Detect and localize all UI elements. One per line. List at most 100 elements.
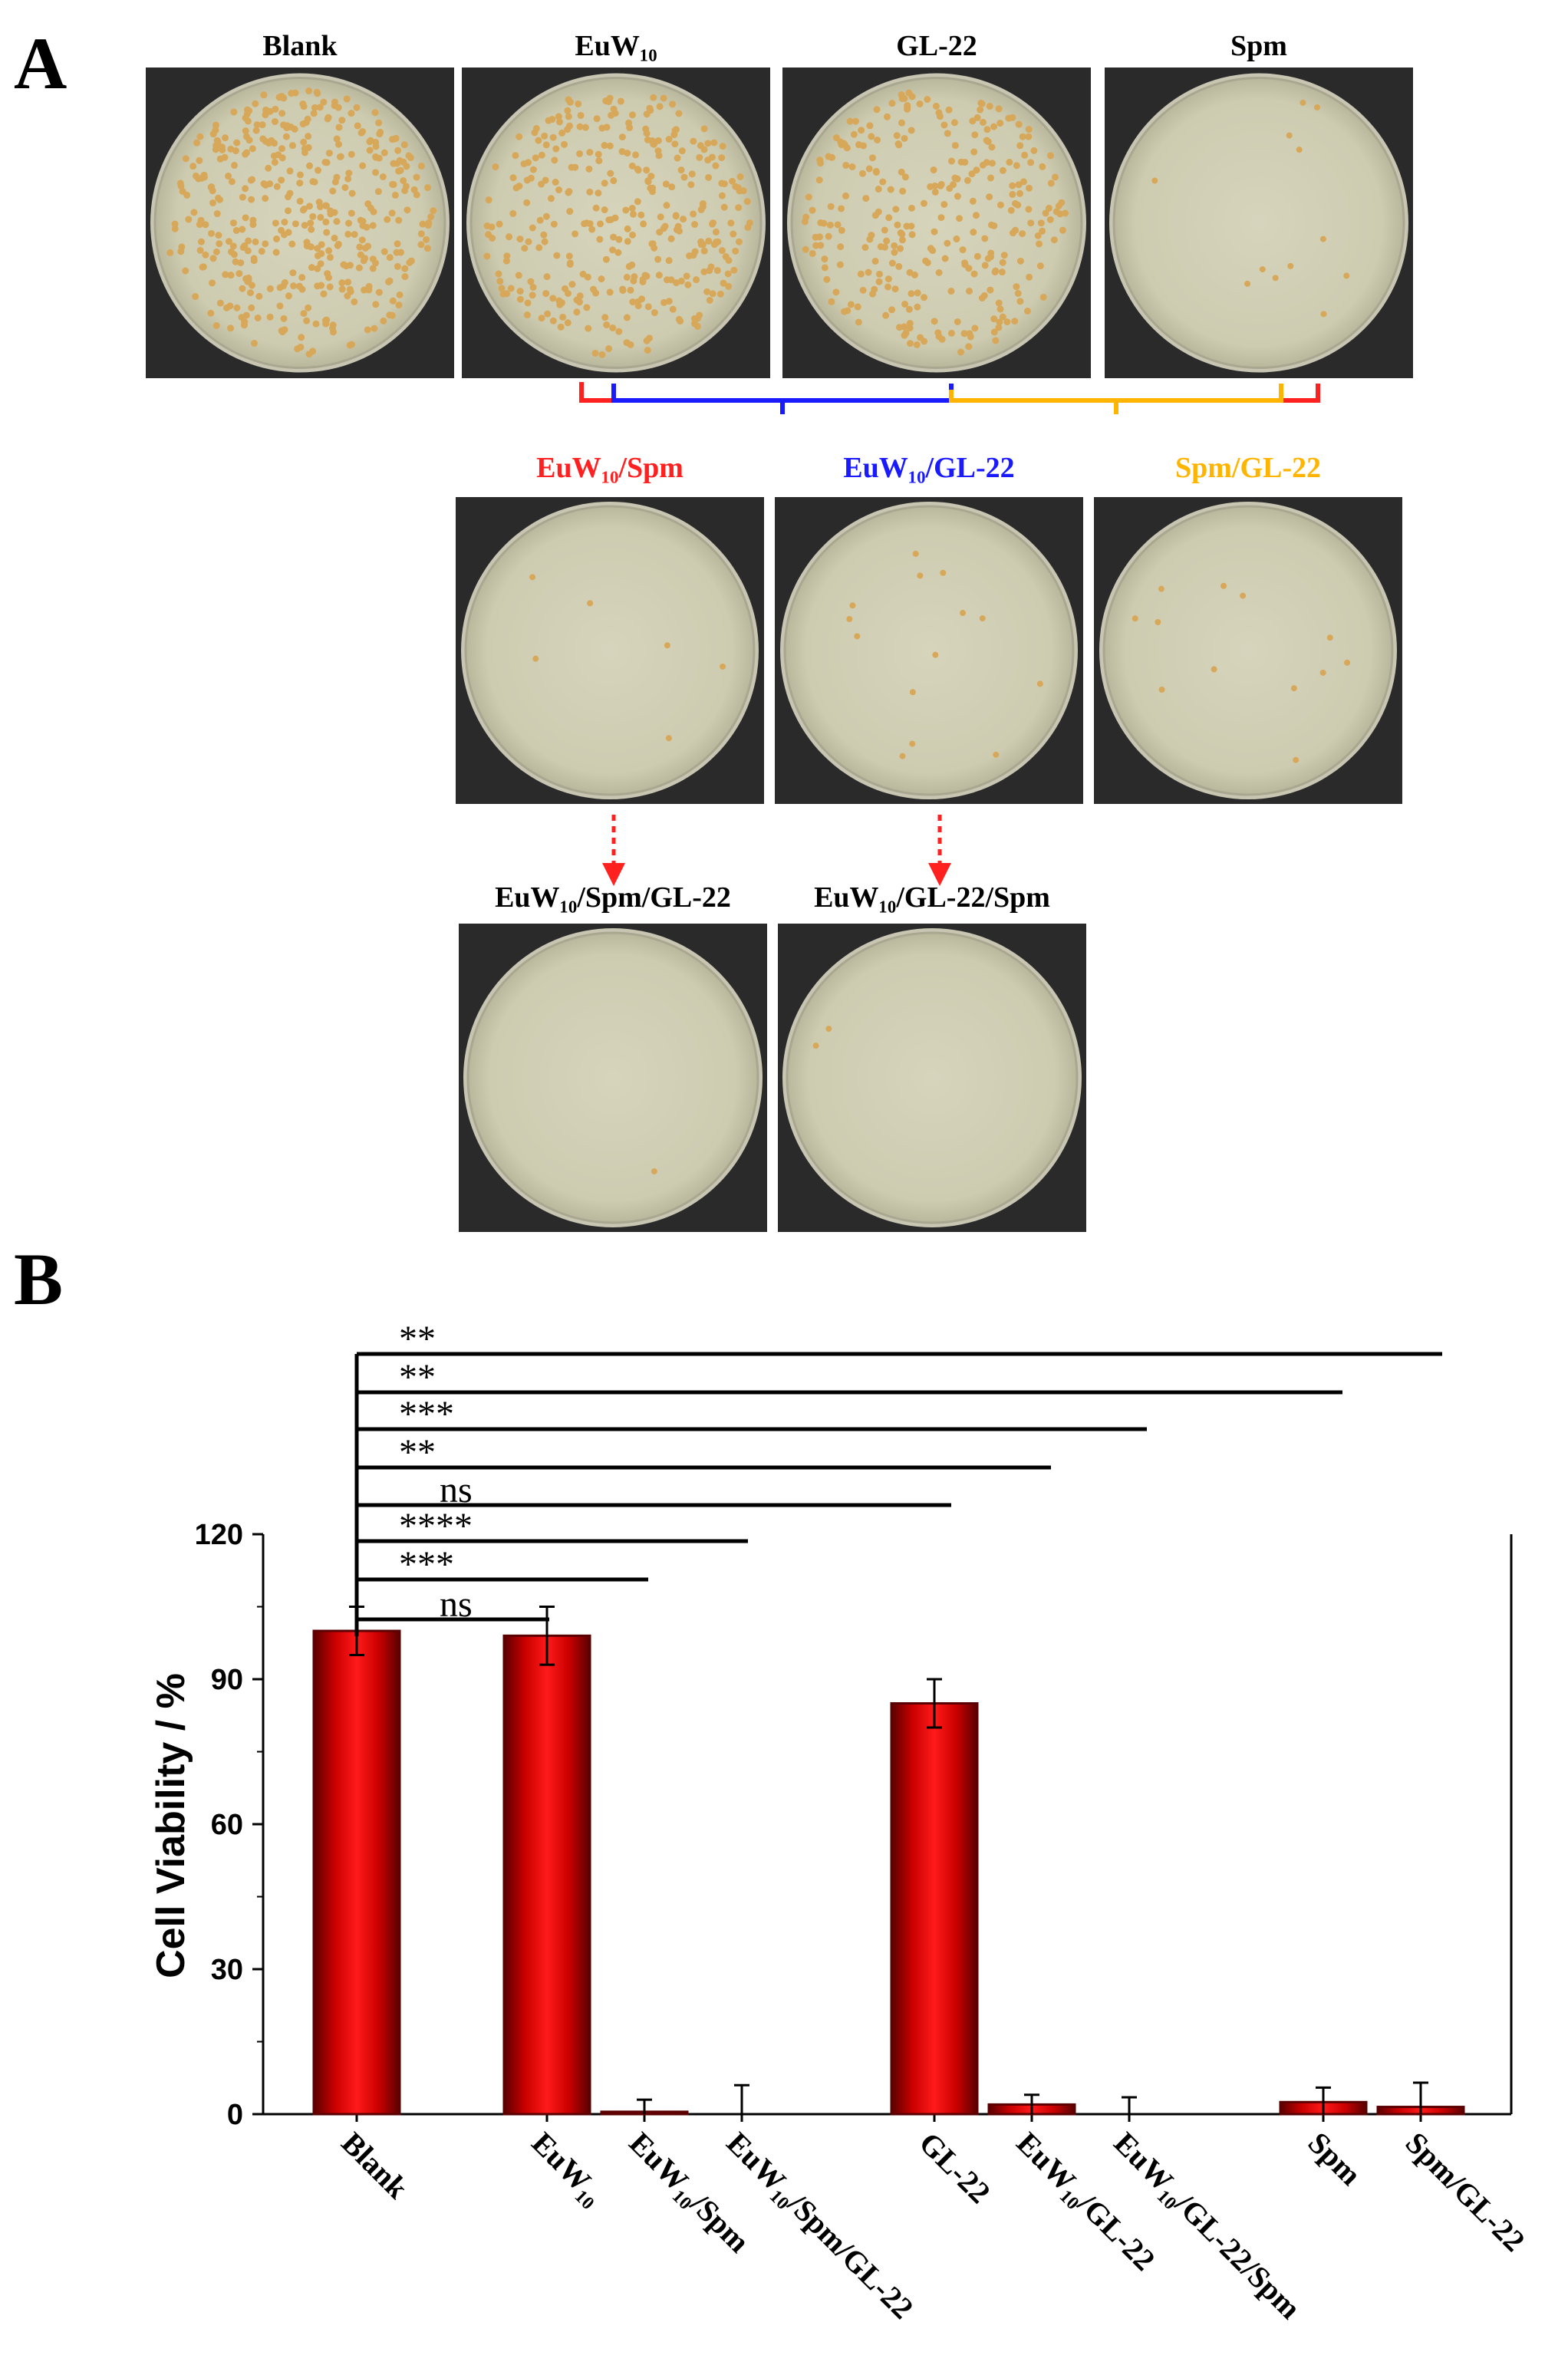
colony <box>282 133 290 140</box>
colony <box>981 262 989 269</box>
colony <box>888 100 896 107</box>
panel-a-letter: A <box>14 22 67 104</box>
colony <box>516 288 524 295</box>
colony <box>344 278 352 286</box>
colony <box>1059 226 1066 234</box>
colony <box>222 304 230 311</box>
colony <box>305 133 312 140</box>
colony <box>913 341 921 348</box>
colony <box>364 242 372 250</box>
colony <box>171 225 179 232</box>
colony <box>815 233 823 241</box>
colony <box>996 305 1004 313</box>
colony <box>344 175 352 183</box>
colony <box>302 119 310 127</box>
colony <box>601 180 608 187</box>
colony <box>930 166 937 174</box>
colony <box>498 285 506 292</box>
colony <box>1151 177 1158 184</box>
colony <box>846 616 853 623</box>
colony <box>516 295 524 303</box>
colony <box>1003 318 1011 326</box>
colony <box>218 143 226 151</box>
colony <box>496 220 503 228</box>
colony <box>661 222 669 230</box>
colony <box>527 278 535 285</box>
colony <box>1015 181 1023 189</box>
colony <box>1158 687 1165 693</box>
colony <box>278 92 285 100</box>
colony <box>286 167 294 175</box>
colony <box>212 121 219 129</box>
colony <box>483 252 491 260</box>
colony <box>239 193 246 201</box>
colony <box>713 267 721 275</box>
colony <box>424 222 432 229</box>
colony <box>931 318 938 325</box>
colony <box>908 204 915 212</box>
colony <box>615 328 623 335</box>
colony <box>239 226 246 233</box>
colony <box>628 204 636 212</box>
agar-surface <box>466 931 759 1224</box>
colony <box>987 286 994 294</box>
colony <box>931 228 938 236</box>
colony <box>288 240 296 248</box>
colony <box>595 157 603 165</box>
colony <box>1016 298 1024 305</box>
colony <box>516 133 523 140</box>
colony <box>325 247 333 255</box>
colony <box>700 146 708 153</box>
colony <box>914 289 921 297</box>
colony <box>1036 262 1044 270</box>
colony <box>901 323 908 331</box>
colony <box>809 249 816 257</box>
colony <box>1007 206 1015 214</box>
colony <box>177 248 185 255</box>
colony <box>299 206 307 214</box>
colony <box>395 216 403 224</box>
colony <box>832 134 840 142</box>
colony <box>1034 232 1042 239</box>
colony <box>690 137 697 145</box>
colony <box>325 150 333 157</box>
colony <box>601 206 608 214</box>
colony <box>331 178 339 186</box>
colony <box>736 173 744 180</box>
colony <box>705 237 713 245</box>
colony <box>380 317 387 324</box>
colony <box>538 180 545 188</box>
colony <box>253 121 261 129</box>
colony <box>868 133 875 140</box>
colony <box>629 210 637 218</box>
significance-label: ** <box>399 1319 436 1359</box>
colony <box>603 124 611 131</box>
colony <box>968 170 976 178</box>
colony <box>920 199 927 207</box>
colony <box>334 242 341 249</box>
colony <box>529 292 536 299</box>
plate-row2-1 <box>775 497 1083 804</box>
colony <box>258 248 265 255</box>
colony <box>875 208 882 216</box>
colony <box>690 252 697 259</box>
colony <box>266 313 274 321</box>
colony <box>979 161 987 169</box>
colony <box>1019 133 1026 140</box>
significance-label: **** <box>399 1506 473 1546</box>
agar-surface <box>469 77 763 369</box>
colony <box>369 222 377 229</box>
colony <box>359 127 367 135</box>
colony <box>611 214 619 222</box>
colony <box>294 345 301 353</box>
colony <box>525 238 532 245</box>
colony <box>730 230 737 238</box>
colony <box>693 276 700 284</box>
colony <box>696 153 703 161</box>
colony <box>700 125 708 133</box>
colony <box>937 182 944 189</box>
colony <box>538 151 545 159</box>
colony <box>259 121 266 129</box>
colony <box>855 318 862 326</box>
